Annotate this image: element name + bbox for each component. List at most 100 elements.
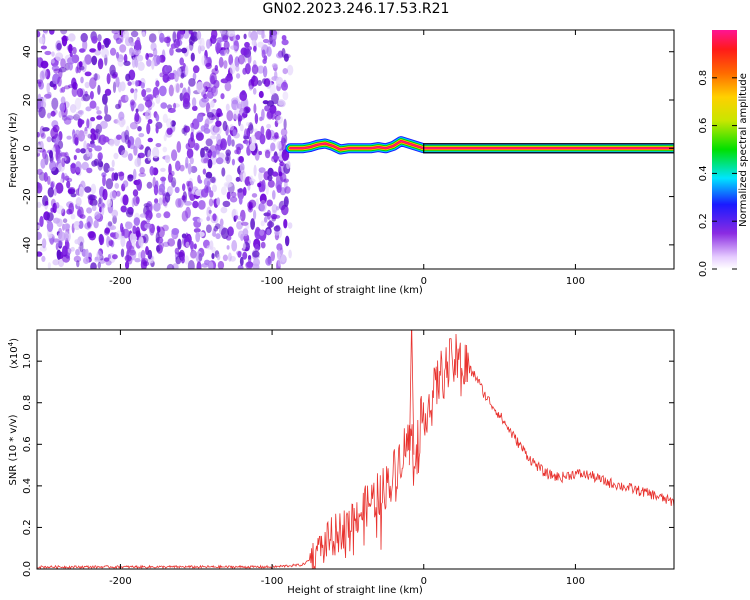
noise-blob (175, 256, 182, 265)
y-tick-label: 40 (22, 45, 33, 58)
noise-blob (265, 257, 272, 266)
noise-blob (248, 199, 257, 208)
noise-blob (154, 198, 159, 204)
noise-blob (164, 154, 171, 164)
noise-blob (42, 149, 47, 160)
noise-blob (151, 59, 155, 70)
noise-blob (62, 218, 68, 223)
noise-blob (40, 60, 49, 69)
noise-blob (129, 50, 136, 56)
noise-blob (104, 38, 110, 48)
noise-blob (61, 208, 66, 217)
noise-blob (222, 254, 228, 262)
noise-blob (207, 158, 213, 169)
noise-blob (271, 171, 279, 177)
noise-blob (210, 124, 218, 136)
noise-blob (272, 190, 276, 200)
noise-blob (225, 103, 230, 112)
snr-y-ticks: 0.0 0.2 0.4 0.6 0.8 1.0 (22, 353, 674, 577)
noise-blob (205, 148, 212, 153)
y-tick-label: -20 (22, 188, 33, 204)
noise-blob (173, 102, 177, 110)
noise-blob (203, 81, 211, 90)
noise-blob (283, 118, 287, 130)
noise-blob (174, 186, 180, 194)
noise-blob (130, 88, 135, 94)
noise-blob (115, 37, 122, 44)
noise-blob (245, 63, 251, 75)
noise-blob (280, 254, 286, 263)
noise-blob (81, 161, 89, 171)
x-tick-label: 100 (566, 276, 585, 287)
noise-blob (97, 261, 102, 269)
noise-blob (146, 53, 154, 58)
noise-blob (126, 207, 134, 213)
noise-blob (179, 57, 184, 66)
noise-blob (96, 115, 103, 120)
noise-blob (239, 123, 244, 132)
noise-blob (185, 156, 189, 169)
noise-blob (241, 221, 249, 226)
noise-blob (93, 220, 99, 229)
noise-blob (111, 30, 120, 35)
noise-blob (287, 222, 293, 229)
noise-blob (96, 250, 103, 261)
noise-blob (217, 112, 221, 118)
x-tick-label: -200 (109, 576, 132, 587)
noise-blob (251, 193, 258, 198)
noise-blob (171, 149, 178, 161)
noise-blob (209, 190, 214, 198)
noise-blob (236, 73, 241, 79)
noise-blob (159, 72, 164, 78)
noise-blob (238, 196, 243, 205)
noise-blob (74, 239, 80, 245)
noise-blob (276, 141, 282, 150)
noise-blob (228, 252, 232, 262)
colorbar-ticks: 0.0 0.2 0.4 0.6 0.8 (698, 70, 737, 277)
spectrogram-y-label: Frequency (Hz) (8, 112, 19, 188)
noise-blob (42, 96, 47, 103)
noise-blob (90, 117, 96, 122)
noise-blob (146, 94, 155, 100)
noise-blob (274, 115, 281, 121)
noise-blob (97, 41, 102, 52)
noise-blob (208, 198, 214, 207)
noise-blob (281, 47, 286, 58)
noise-blob (109, 190, 117, 201)
noise-blob (188, 78, 196, 87)
noise-blob (216, 253, 221, 261)
noise-blob (47, 175, 51, 185)
noise-blob (270, 251, 276, 262)
noise-region (37, 30, 294, 269)
noise-blob (242, 251, 248, 260)
noise-blob (247, 255, 252, 264)
noise-blob (237, 188, 243, 193)
noise-blob (235, 104, 244, 113)
noise-blob (272, 214, 281, 219)
noise-blob (60, 30, 68, 35)
noise-blob (127, 174, 134, 182)
noise-blob (205, 171, 213, 179)
noise-blob (261, 108, 265, 121)
noise-blob (260, 241, 266, 249)
noise-blob (64, 175, 70, 181)
noise-blob (155, 125, 159, 134)
noise-blob (271, 63, 278, 69)
noise-blob (166, 263, 175, 269)
noise-blob (47, 187, 54, 198)
noise-blob (231, 158, 235, 166)
noise-blob (106, 73, 111, 85)
noise-blob (237, 251, 242, 258)
noise-blob (186, 148, 194, 159)
noise-blob (258, 203, 265, 212)
noise-blob (37, 57, 41, 67)
noise-blob (252, 263, 260, 269)
noise-blob (129, 232, 137, 243)
noise-blob (281, 135, 285, 148)
figure-title: GN02.2023.246.17.53.R21 (262, 1, 450, 17)
noise-blob (58, 258, 65, 268)
noise-blob (146, 122, 151, 135)
noise-blob (280, 128, 288, 137)
noise-blob (228, 54, 234, 66)
noise-blob (143, 233, 149, 244)
